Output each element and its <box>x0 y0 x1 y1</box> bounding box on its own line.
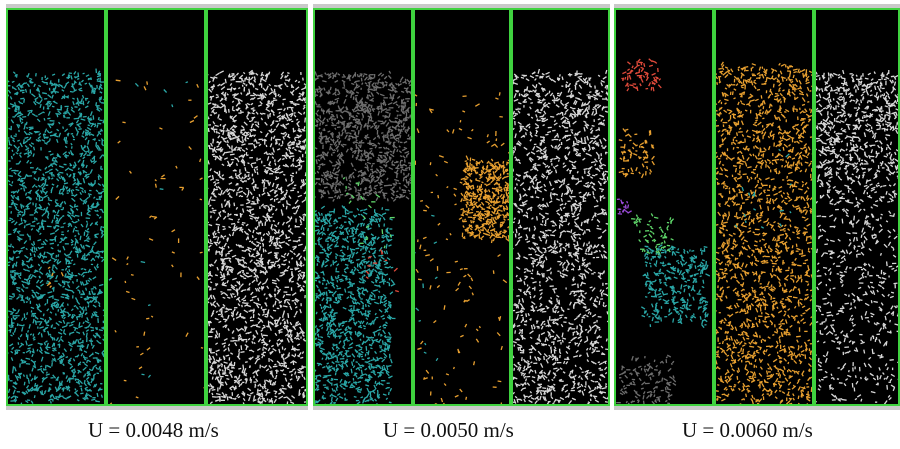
simulation-group-3 <box>614 4 900 410</box>
panel-1a <box>6 8 106 406</box>
particle-field-3c <box>816 69 898 404</box>
simulation-group-1 <box>6 4 308 410</box>
panel-2b <box>413 8 511 406</box>
panel-3b <box>714 8 814 406</box>
panel-2a <box>313 8 413 406</box>
panel-1c <box>206 8 308 406</box>
panel-1b <box>106 8 206 406</box>
panel-2c <box>511 8 610 406</box>
particle-field-1b <box>108 79 204 404</box>
caption-velocity-1: U = 0.0048 m/s <box>88 418 219 442</box>
particle-field-3b <box>716 61 812 404</box>
particle-field-3a <box>616 58 711 404</box>
particle-field-1a <box>8 68 104 404</box>
panel-3c <box>814 8 900 406</box>
particle-field-2a <box>315 70 411 404</box>
simulation-group-2 <box>313 4 610 410</box>
particle-field-2c <box>513 68 608 404</box>
particle-field-1c <box>208 69 306 404</box>
panel-3a <box>614 8 714 406</box>
particle-field-2b <box>415 92 509 404</box>
caption-velocity-2: U = 0.0050 m/s <box>383 418 514 442</box>
caption-velocity-3: U = 0.0060 m/s <box>682 418 813 442</box>
